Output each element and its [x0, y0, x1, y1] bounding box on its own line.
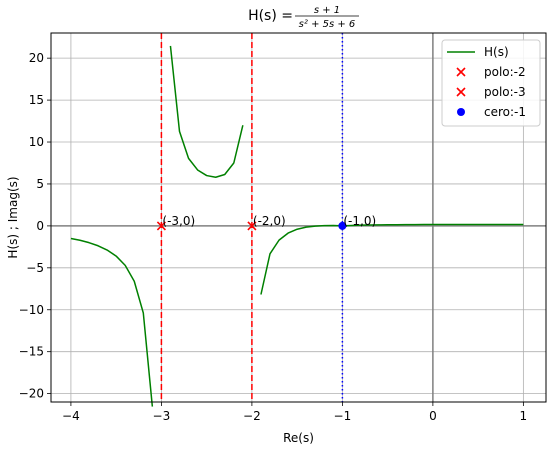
marker-stroke — [456, 87, 466, 97]
plot-frame — [50, 32, 547, 403]
pole-zero-lines — [160, 33, 344, 402]
chart-title: H(s) = s + 1 s² + 5s + 6 — [248, 5, 359, 30]
y-axis-label: H(s) ; Imag(s) — [6, 176, 20, 258]
marker-cero-1 — [457, 108, 465, 116]
legend-label: cero:-1 — [484, 105, 526, 119]
x-tick-label: −2 — [243, 409, 261, 423]
y-tick-label: 0 — [36, 219, 44, 233]
x-tick-label: −3 — [153, 409, 171, 423]
pole-zero-markers — [156, 221, 347, 231]
annotation-label: (-2,0) — [253, 214, 286, 228]
x-tick-label: 0 — [429, 409, 437, 423]
chart-title-numerator: s + 1 — [314, 5, 340, 16]
y-tick-label: −20 — [19, 387, 44, 401]
annotation-label: (-1,0) — [343, 214, 376, 228]
y-tick-label: −15 — [19, 345, 44, 359]
marker-stroke — [247, 221, 257, 231]
chart-title-denominator: s² + 5s + 6 — [299, 19, 356, 30]
marker-polo-2 — [456, 67, 466, 77]
series-line-segment — [169, 45, 244, 178]
marker-polo-3 — [156, 221, 166, 231]
series-line-segment — [260, 223, 524, 295]
legend-box — [441, 39, 541, 127]
y-tick-label: 20 — [29, 51, 44, 65]
marker-stroke — [456, 67, 466, 77]
y-tick-label: 10 — [29, 135, 44, 149]
y-tick-label: −10 — [19, 303, 44, 317]
x-axis-label: Re(s) — [283, 431, 314, 445]
y-tick-label: 15 — [29, 93, 44, 107]
series-line-segment — [70, 237, 154, 407]
y-tick-label: 5 — [36, 177, 44, 191]
y-ticks: −20 −15 −10 −5 0 5 10 15 20 — [19, 51, 51, 401]
x-tick-label: −1 — [334, 409, 352, 423]
marker-polo-2 — [247, 221, 257, 231]
marker-cero-1 — [338, 221, 347, 230]
x-ticks: −4 −3 −2 −1 0 1 — [62, 402, 527, 423]
zero-axes — [51, 33, 546, 402]
legend-label: polo:-3 — [484, 85, 526, 99]
marker-stroke — [156, 221, 166, 231]
x-tick-label: 1 — [520, 409, 528, 423]
annotations: (-3,0) (-2,0) (-1,0) — [162, 214, 376, 228]
marker-polo-3 — [456, 87, 466, 97]
legend-label: polo:-2 — [484, 65, 526, 79]
x-tick-label: −4 — [62, 409, 80, 423]
annotation-label: (-3,0) — [162, 214, 195, 228]
legend: H(s) polo:-2 polo:-3 cero:-1 — [441, 39, 541, 127]
legend-label: H(s) — [484, 45, 509, 59]
chart-title-prefix: H(s) = — [248, 8, 293, 24]
series-lines — [70, 45, 524, 407]
y-tick-label: −5 — [26, 261, 44, 275]
